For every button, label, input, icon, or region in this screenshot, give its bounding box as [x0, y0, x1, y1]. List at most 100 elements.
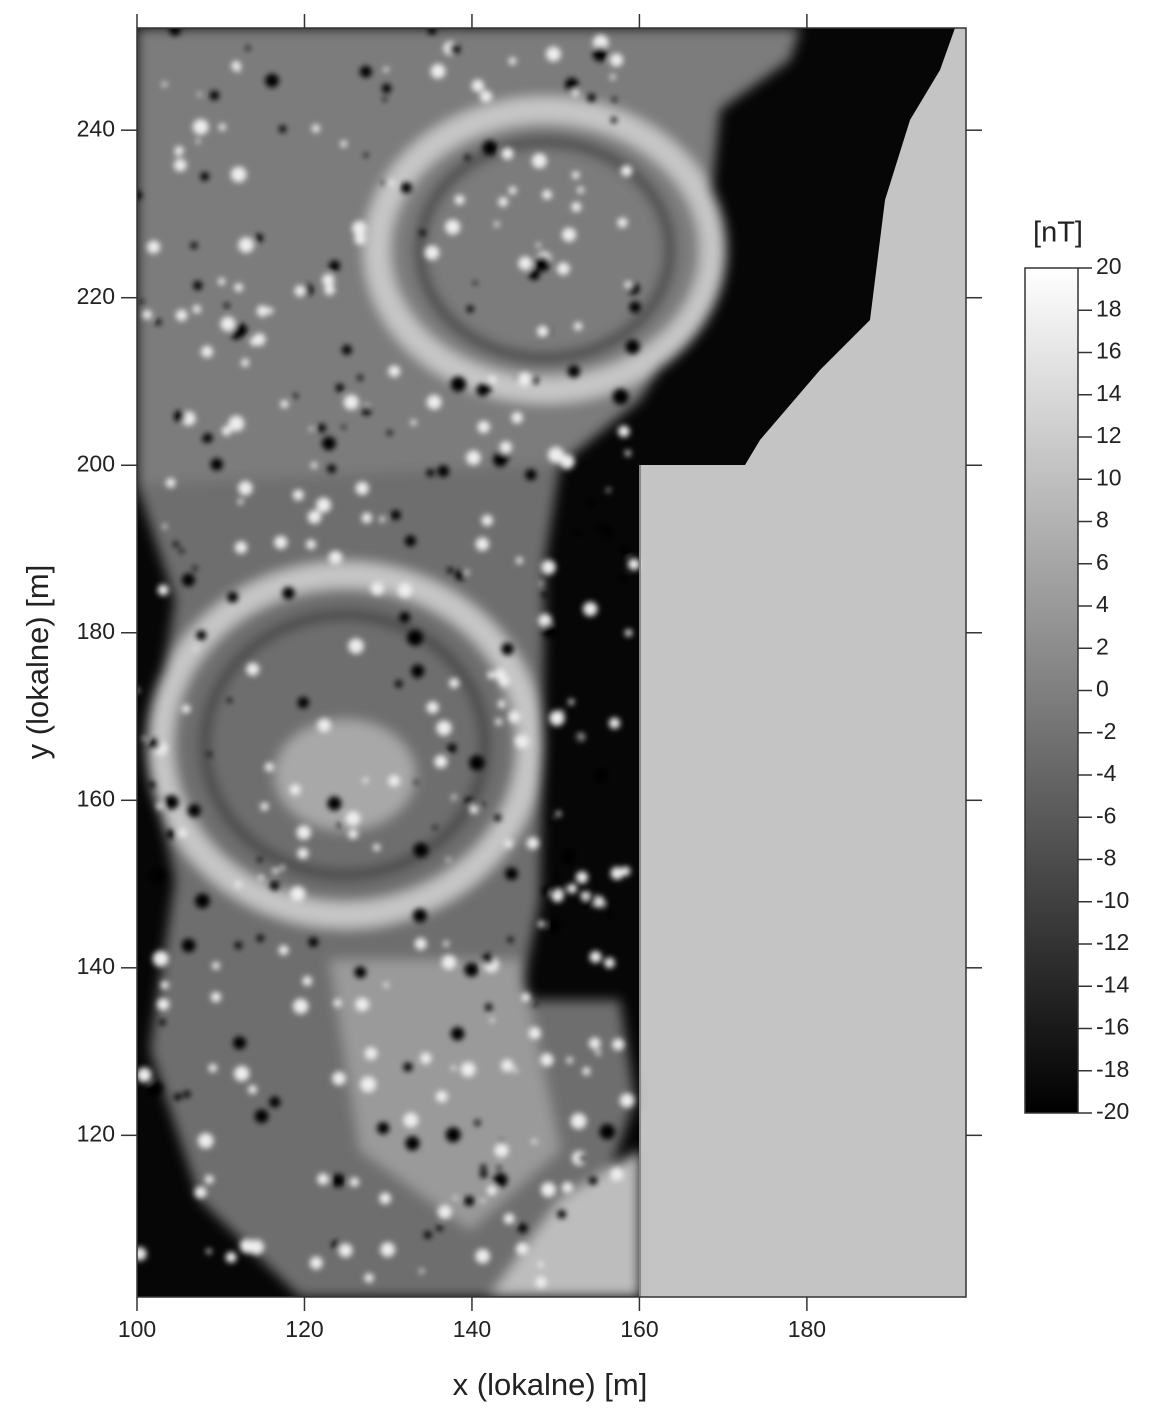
anomaly — [625, 340, 639, 354]
anomaly — [549, 819, 554, 824]
anomaly — [352, 221, 367, 236]
anomaly — [207, 752, 212, 757]
anomaly — [469, 805, 478, 814]
anomaly — [198, 92, 202, 96]
colorbar-tick-label: -2 — [1096, 718, 1116, 744]
anomaly — [521, 993, 530, 1002]
anomaly — [192, 566, 197, 571]
anomaly — [317, 1173, 329, 1185]
anomaly — [589, 1176, 597, 1184]
colorbar-tick-label: 6 — [1096, 549, 1109, 575]
anomaly — [227, 698, 232, 703]
anomaly — [612, 97, 617, 102]
anomaly — [621, 165, 632, 176]
anomaly — [405, 1136, 419, 1150]
anomaly — [426, 469, 434, 477]
anomaly — [317, 718, 331, 732]
anomaly — [162, 82, 167, 87]
anomaly — [238, 237, 253, 252]
anomaly — [316, 498, 331, 513]
anomaly — [174, 1093, 182, 1101]
anomaly — [348, 638, 363, 653]
anomaly — [498, 197, 508, 207]
anomaly — [593, 47, 608, 62]
anomaly — [618, 574, 627, 583]
anomaly — [171, 799, 178, 806]
colorbar-tick-label: -14 — [1096, 971, 1129, 997]
anomaly — [467, 305, 474, 312]
anomaly — [482, 141, 497, 156]
anomaly — [445, 219, 460, 234]
anomaly — [169, 24, 180, 35]
anomaly — [415, 938, 427, 950]
anomaly — [532, 1139, 537, 1144]
colorbar-tick-label: 14 — [1096, 380, 1122, 406]
anomaly — [250, 337, 259, 346]
anomaly — [568, 365, 580, 377]
anomaly — [403, 1113, 418, 1128]
anomaly — [302, 976, 312, 986]
anomaly — [596, 523, 602, 529]
anomaly — [480, 1164, 486, 1170]
anomaly — [571, 202, 581, 212]
anomaly — [504, 1213, 515, 1224]
x-tick-label: 120 — [285, 1316, 323, 1342]
anomaly — [518, 257, 532, 271]
anomaly — [182, 939, 196, 953]
anomaly — [527, 837, 539, 849]
anomaly — [360, 66, 372, 78]
anomaly — [211, 458, 223, 470]
anomaly — [200, 172, 209, 181]
anomaly — [221, 316, 236, 331]
anomaly — [235, 66, 241, 72]
anomaly — [148, 1081, 162, 1095]
anomaly — [571, 1113, 587, 1129]
anomaly — [501, 1059, 513, 1071]
anomaly — [280, 400, 288, 408]
anomaly — [298, 697, 309, 708]
colorbar-tick-label: 2 — [1096, 633, 1109, 659]
anomaly — [224, 303, 230, 309]
anomaly — [482, 515, 493, 526]
anomaly — [487, 671, 494, 678]
anomaly — [255, 234, 263, 242]
anomaly — [414, 843, 429, 858]
anomaly — [449, 44, 460, 55]
anomaly — [364, 1273, 373, 1282]
colorbar-tick-label: -20 — [1096, 1098, 1129, 1124]
anomaly — [337, 823, 342, 828]
anomaly — [362, 406, 372, 416]
anomaly — [536, 243, 541, 248]
anomaly — [538, 1262, 544, 1268]
anomaly — [566, 1057, 572, 1063]
anomaly — [535, 256, 551, 272]
anomaly — [336, 384, 344, 392]
anomaly — [329, 551, 343, 565]
anomaly — [590, 951, 602, 963]
anomaly — [346, 811, 361, 826]
anomaly — [258, 875, 264, 881]
anomaly — [551, 890, 563, 902]
anomaly — [427, 395, 442, 410]
anomaly — [500, 441, 512, 453]
anomaly — [193, 305, 201, 313]
anomaly — [206, 1249, 211, 1254]
anomaly — [365, 1047, 378, 1060]
anomaly — [174, 159, 187, 172]
anomaly — [334, 999, 342, 1007]
anomaly — [494, 1143, 508, 1157]
anomaly — [532, 153, 547, 168]
anomaly — [493, 453, 507, 467]
anomaly — [529, 1027, 541, 1039]
anomaly — [577, 187, 584, 194]
anomaly — [310, 1256, 323, 1269]
anomaly — [494, 221, 500, 227]
anomaly — [487, 1185, 497, 1195]
anomaly — [498, 700, 506, 708]
anomaly — [593, 768, 608, 783]
anomaly — [480, 1170, 488, 1178]
anomaly — [555, 873, 559, 877]
anomaly — [557, 1210, 566, 1219]
anomaly — [211, 992, 221, 1002]
anomaly — [447, 567, 453, 573]
